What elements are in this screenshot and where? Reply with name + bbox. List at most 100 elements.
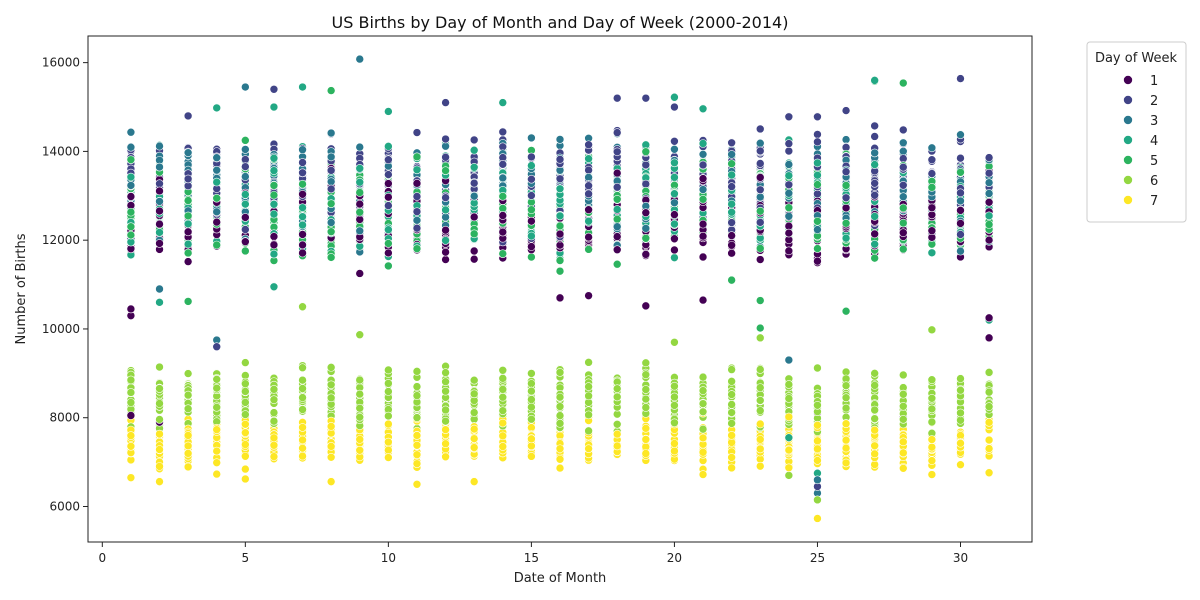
scatter-point-dow-3 (984, 189, 994, 198)
scatter-point-dow-1 (641, 250, 651, 259)
scatter-point-dow-2 (155, 179, 164, 188)
scatter-point-dow-4 (584, 154, 593, 163)
scatter-point-dow-1 (584, 232, 593, 242)
scatter-point-dow-5 (870, 253, 879, 263)
scatter-point-dow-6 (384, 387, 393, 396)
scatter-point-dow-1 (384, 179, 393, 188)
scatter-point-dow-7 (927, 442, 937, 452)
scatter-point-dow-5 (527, 252, 536, 262)
scatter-point-dow-7 (498, 431, 508, 441)
scatter-point-dow-3 (841, 135, 851, 144)
scatter-point-dow-4 (698, 104, 708, 114)
scatter-point-dow-6 (355, 403, 365, 413)
scatter-point-dow-7 (784, 445, 794, 455)
scatter-point-dow-7 (269, 452, 279, 461)
scatter-point-dow-4 (298, 212, 307, 221)
scatter-point-dow-3 (326, 152, 336, 162)
scatter-point-dow-2 (670, 136, 679, 146)
scatter-point-dow-6 (298, 384, 307, 393)
scatter-point-dow-1 (984, 313, 994, 323)
scatter-point-dow-5 (898, 244, 908, 254)
scatter-point-dow-6 (956, 415, 965, 425)
scatter-point-dow-2 (584, 165, 593, 175)
scatter-point-dow-2 (241, 162, 250, 171)
scatter-point-dow-6 (870, 414, 879, 423)
scatter-point-dow-5 (412, 244, 422, 253)
scatter-point-dow-6 (498, 374, 508, 383)
scatter-point-dow-6 (269, 416, 279, 426)
scatter-point-dow-5 (183, 196, 193, 205)
scatter-point-dow-7 (898, 448, 908, 458)
scatter-point-dow-3 (898, 146, 908, 156)
scatter-point-dow-7 (755, 419, 765, 429)
scatter-point-dow-3 (355, 54, 365, 64)
scatter-point-dow-3 (870, 148, 879, 158)
scatter-point-dow-6 (469, 389, 479, 399)
scatter-point-dow-7 (813, 456, 822, 465)
scatter-point-dow-6 (727, 365, 736, 374)
scatter-point-dow-3 (727, 150, 736, 159)
scatter-point-dow-7 (212, 446, 222, 456)
scatter-point-dow-7 (155, 477, 164, 486)
scatter-point-dow-6 (755, 383, 765, 392)
scatter-point-dow-6 (727, 419, 736, 428)
scatter-point-dow-6 (298, 405, 307, 414)
scatter-point-dow-6 (212, 403, 222, 412)
scatter-point-dow-7 (870, 449, 879, 459)
scatter-point-dow-1 (841, 203, 851, 213)
scatter-point-dow-6 (698, 399, 708, 408)
scatter-point-dow-7 (326, 477, 336, 486)
scatter-point-dow-7 (670, 446, 679, 456)
scatter-point-dow-6 (126, 375, 136, 385)
scatter-point-dow-6 (469, 408, 479, 417)
scatter-point-dow-7 (384, 419, 393, 429)
scatter-point-dow-5 (355, 188, 365, 197)
scatter-point-dow-7 (641, 435, 651, 444)
scatter-point-dow-7 (727, 453, 736, 462)
scatter-point-dow-1 (469, 254, 479, 264)
scatter-point-dow-1 (212, 217, 222, 227)
scatter-point-dow-3 (126, 127, 136, 137)
scatter-point-dow-6 (727, 400, 736, 409)
scatter-point-dow-3 (326, 177, 336, 186)
scatter-point-dow-4 (841, 233, 851, 243)
scatter-point-dow-6 (298, 375, 307, 385)
scatter-point-dow-3 (212, 153, 222, 163)
scatter-point-dow-4 (670, 173, 679, 182)
scatter-point-dow-7 (384, 437, 393, 447)
scatter-point-dow-6 (927, 375, 937, 385)
scatter-point-dow-7 (984, 435, 994, 445)
scatter-point-dow-6 (527, 386, 536, 396)
scatter-point-dow-1 (412, 179, 422, 188)
scatter-point-dow-7 (126, 473, 136, 482)
scatter-point-dow-1 (183, 257, 193, 266)
scatter-point-dow-6 (441, 368, 450, 377)
scatter-point-dow-6 (412, 382, 422, 391)
scatter-point-dow-7 (927, 435, 937, 444)
scatter-point-dow-3 (212, 207, 222, 217)
scatter-point-dow-2 (727, 182, 736, 191)
scatter-point-dow-7 (584, 444, 593, 453)
scatter-point-dow-6 (527, 379, 536, 388)
scatter-point-dow-1 (441, 247, 450, 257)
scatter-point-dow-7 (641, 449, 651, 458)
scatter-point-dow-7 (898, 437, 908, 447)
scatter-point-dow-6 (870, 381, 879, 390)
scatter-point-dow-1 (155, 206, 164, 216)
scatter-point-dow-7 (870, 425, 879, 435)
scatter-point-dow-3 (155, 284, 164, 294)
scatter-point-dow-6 (326, 393, 336, 403)
scatter-point-dow-6 (670, 381, 679, 391)
scatter-point-dow-5 (841, 181, 851, 190)
scatter-point-dow-3 (641, 224, 651, 233)
scatter-point-dow-6 (498, 406, 508, 415)
scatter-point-dow-7 (498, 442, 508, 451)
scatter-point-dow-7 (355, 435, 365, 444)
scatter-point-dow-5 (755, 244, 765, 253)
scatter-point-dow-6 (698, 424, 708, 434)
scatter-point-dow-2 (298, 158, 307, 167)
scatter-point-dow-6 (555, 411, 565, 420)
scatter-point-dow-2 (784, 180, 794, 190)
scatter-point-dow-7 (441, 452, 450, 462)
scatter-point-dow-6 (269, 408, 279, 417)
